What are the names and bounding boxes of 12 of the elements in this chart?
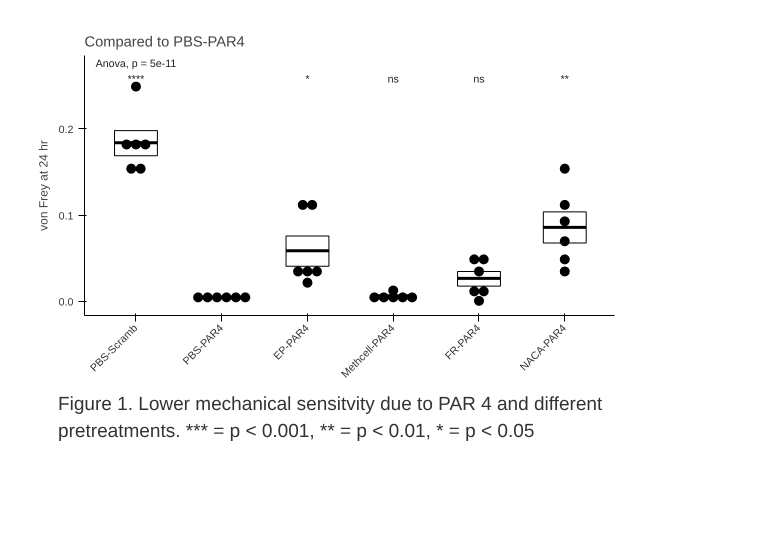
- annotation: ****: [128, 74, 144, 86]
- caption: Figure 1. Lower mechanical sensitvity due to PAR 4 and different pretreatments. *** = p < 0.001, ** = p < 0.01, * = p < 0.05: [58, 393, 602, 444]
- annotation: Anova, p = 5e-11: [96, 58, 176, 70]
- annotation: ns: [473, 74, 485, 86]
- y-axis-title: von Frey at 24 hr: [36, 140, 51, 231]
- y-tick-label: 0.1: [58, 210, 74, 222]
- y-tick-label: 0.2: [58, 124, 74, 136]
- y-tick-label: 0.0: [58, 296, 74, 309]
- chart-title: Compared to PBS-PAR4: [84, 34, 245, 50]
- annotation: ns: [388, 74, 399, 86]
- annotation: **: [560, 74, 569, 86]
- annotation: *: [305, 74, 310, 86]
